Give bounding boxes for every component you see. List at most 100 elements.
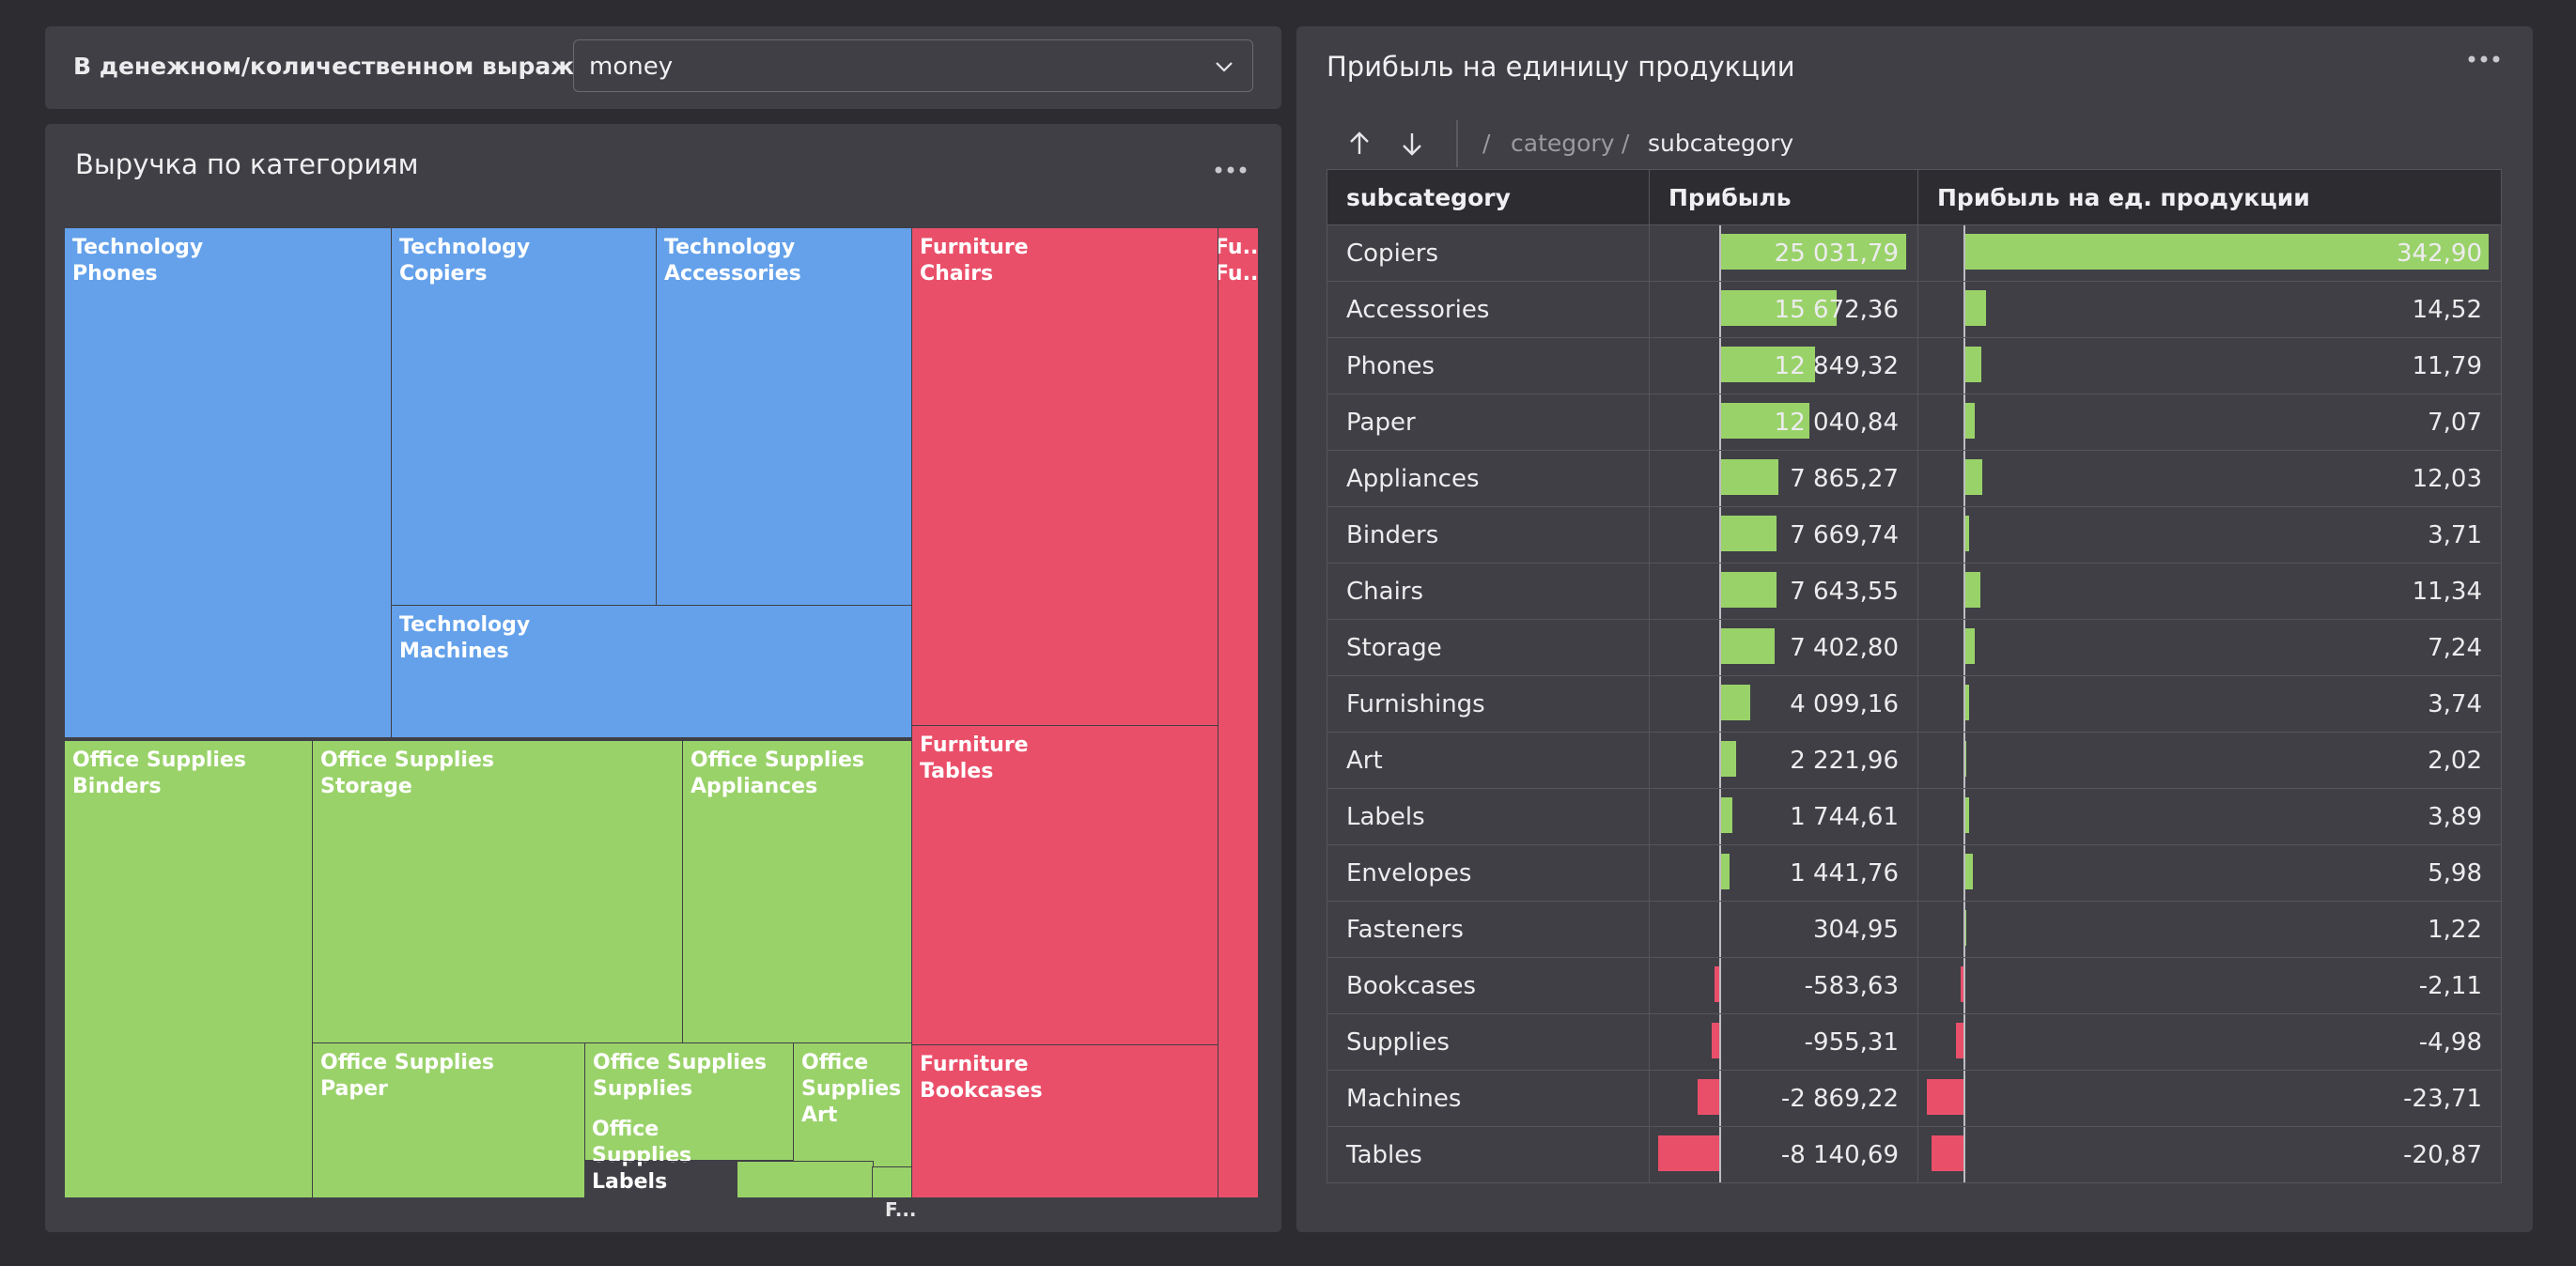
- unit-profit-bar: [1963, 854, 1973, 889]
- unit-profit-bar: [1963, 685, 1970, 720]
- unit-profit-value: 3,74: [2428, 690, 2482, 718]
- profit-value: -955,31: [1804, 1028, 1899, 1057]
- tile-furniture-furnishings[interactable]: Fu... Fu...: [1218, 227, 1259, 1198]
- tile-technology-phones[interactable]: Technology Phones: [64, 227, 393, 738]
- profit-value: -583,63: [1804, 972, 1899, 1000]
- table-title: Прибыль на единицу продукции: [1327, 51, 1795, 83]
- table-row[interactable]: Binders 7 669,74 3,71: [1327, 506, 2502, 564]
- unit-profit-bar: [1963, 516, 1970, 551]
- measure-select-value: money: [589, 53, 674, 81]
- tile-label: Office Supplies Art: [801, 1051, 902, 1127]
- zero-axis-line: [1963, 1127, 1965, 1182]
- zero-axis-line: [1963, 338, 1965, 394]
- zero-axis-line: [1963, 225, 1965, 281]
- tile-office-supplies-labels[interactable]: Office Supplies Labels: [584, 1110, 795, 1198]
- zero-axis-line: [1719, 733, 1721, 788]
- table-row[interactable]: Machines -2 869,22 -23,71: [1327, 1070, 2502, 1127]
- breadcrumb-separator: /: [1482, 130, 1491, 157]
- zero-axis-line: [1963, 958, 1965, 1013]
- table-row[interactable]: Tables -8 140,69 -20,87: [1327, 1126, 2502, 1183]
- cell-unit-profit: 1,22: [1917, 901, 2502, 958]
- zero-axis-line: [1719, 282, 1721, 337]
- tile-office-supplies-art[interactable]: Office Supplies Art: [793, 1042, 913, 1168]
- cell-profit: 4 099,16: [1649, 675, 1918, 733]
- unit-profit-bar: [1963, 741, 1967, 777]
- tile-office-supplies-small-3[interactable]: [872, 1166, 913, 1198]
- profit-bar: [1719, 572, 1777, 608]
- tile-label: Fu... Fu...: [1218, 236, 1259, 286]
- tile-technology-machines[interactable]: Technology Machines: [391, 605, 913, 738]
- tile-label: Office Supplies Appliances: [691, 749, 864, 798]
- unit-profit-value: 2,02: [2428, 747, 2482, 775]
- filter-panel: В денежном/количественном выражении mone…: [45, 26, 1281, 109]
- profit-bar: [1719, 628, 1775, 664]
- cell-profit: -2 869,22: [1649, 1070, 1918, 1127]
- measure-select[interactable]: money: [573, 39, 1253, 92]
- zero-axis-line: [1719, 902, 1721, 957]
- cell-subcategory: Art: [1327, 732, 1650, 789]
- treemap-title: Выручка по категориям: [75, 148, 419, 180]
- table-row[interactable]: Appliances 7 865,27 12,03: [1327, 450, 2502, 507]
- tile-office-supplies-binders[interactable]: Office Supplies Binders: [64, 740, 314, 1198]
- tile-office-supplies-small-2[interactable]: [737, 1161, 874, 1198]
- table-row[interactable]: Bookcases -583,63 -2,11: [1327, 957, 2502, 1014]
- table-row[interactable]: Chairs 7 643,55 11,34: [1327, 563, 2502, 620]
- table-row[interactable]: Storage 7 402,80 7,24: [1327, 619, 2502, 676]
- table-row[interactable]: Phones 12 849,32 11,79: [1327, 337, 2502, 394]
- table-row[interactable]: Supplies -955,31 -4,98: [1327, 1013, 2502, 1071]
- cell-subcategory: Tables: [1327, 1126, 1650, 1183]
- more-options-icon[interactable]: [1214, 162, 1248, 179]
- cell-subcategory: Storage: [1327, 619, 1650, 676]
- table-row[interactable]: Accessories 15 672,36 14,52: [1327, 281, 2502, 338]
- tile-label: Office Supplies Binders: [72, 749, 246, 798]
- tile-office-supplies-storage[interactable]: Office Supplies Storage: [312, 740, 684, 1044]
- unit-profit-bar: [1963, 403, 1975, 439]
- cell-unit-profit: 7,24: [1917, 619, 2502, 676]
- unit-profit-bar: [1963, 628, 1975, 664]
- tile-furniture-bookcases[interactable]: Furniture Bookcases: [911, 1044, 1219, 1198]
- profit-value: 15 672,36: [1774, 296, 1899, 324]
- profit-value: 7 643,55: [1790, 578, 1899, 606]
- zero-axis-line: [1963, 676, 1965, 732]
- tile-technology-accessories[interactable]: Technology Accessories: [656, 227, 913, 607]
- breadcrumb-category[interactable]: category: [1511, 130, 1615, 157]
- drill-down-arrow-icon[interactable]: [1396, 128, 1428, 160]
- cell-unit-profit: -20,87: [1917, 1126, 2502, 1183]
- table-row[interactable]: Copiers 25 031,79 342,90: [1327, 224, 2502, 282]
- profit-value: 1 744,61: [1790, 803, 1899, 831]
- table-row[interactable]: Furnishings 4 099,16 3,74: [1327, 675, 2502, 733]
- column-header-subcategory[interactable]: subcategory: [1327, 169, 1650, 225]
- tile-office-supplies-small-1[interactable]: [584, 1161, 738, 1198]
- tile-furniture-tables[interactable]: Furniture Tables: [911, 725, 1219, 1046]
- unit-profit-bar: [1963, 910, 1966, 946]
- tile-technology-copiers[interactable]: Technology Copiers: [391, 227, 658, 607]
- unit-profit-value: -23,71: [2403, 1085, 2482, 1113]
- tile-furniture-chairs[interactable]: Furniture Chairs: [911, 227, 1219, 727]
- more-options-icon[interactable]: [2467, 51, 2501, 69]
- zero-axis-line: [1963, 282, 1965, 337]
- unit-profit-value: 1,22: [2428, 916, 2482, 944]
- tile-office-supplies-supplies[interactable]: Office Supplies Supplies: [584, 1042, 795, 1161]
- tile-label: Technology Machines: [399, 613, 531, 663]
- unit-profit-bar: [1963, 572, 1981, 608]
- cell-profit: 7 643,55: [1649, 563, 1918, 620]
- tile-label: Office Supplies Labels: [592, 1118, 692, 1194]
- tile-office-supplies-appliances[interactable]: Office Supplies Appliances: [682, 740, 913, 1044]
- drill-up-arrow-icon[interactable]: [1343, 128, 1375, 160]
- zero-axis-line: [1719, 676, 1721, 732]
- column-header-profit[interactable]: Прибыль: [1649, 169, 1918, 225]
- unit-profit-value: 11,79: [2412, 352, 2482, 380]
- tile-office-supplies-paper[interactable]: Office Supplies Paper: [312, 1042, 586, 1198]
- cell-subcategory: Envelopes: [1327, 844, 1650, 902]
- unit-profit-value: 11,34: [2412, 578, 2482, 606]
- table-row[interactable]: Labels 1 744,61 3,89: [1327, 788, 2502, 845]
- unit-profit-bar: [1963, 234, 2489, 270]
- table-row[interactable]: Envelopes 1 441,76 5,98: [1327, 844, 2502, 902]
- table-row[interactable]: Art 2 221,96 2,02: [1327, 732, 2502, 789]
- profit-value: 12 849,32: [1774, 352, 1899, 380]
- column-header-unit-profit[interactable]: Прибыль на ед. продукции: [1917, 169, 2502, 225]
- table-row[interactable]: Paper 12 040,84 7,07: [1327, 394, 2502, 451]
- table-row[interactable]: Fasteners 304,95 1,22: [1327, 901, 2502, 958]
- cell-unit-profit: 12,03: [1917, 450, 2502, 507]
- zero-axis-line: [1963, 902, 1965, 957]
